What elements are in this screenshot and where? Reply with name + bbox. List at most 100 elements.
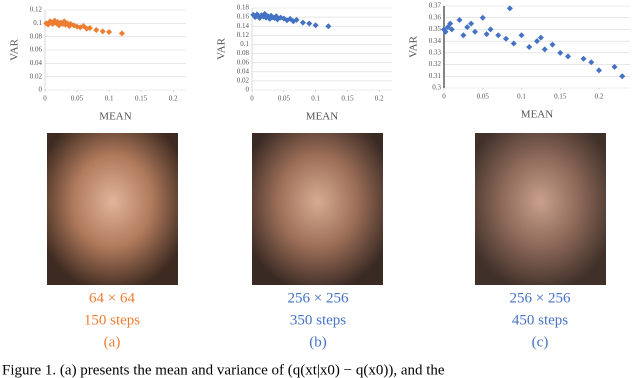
x-tick-label: 0.1 <box>311 95 320 103</box>
panel-label: (a) <box>104 334 121 350</box>
figure-caption: Figure 1. (a) presents the mean and vari… <box>2 362 445 378</box>
y-tick-label: 0.12 <box>30 6 43 14</box>
x-tick-label: 0.2 <box>169 95 178 103</box>
point <box>495 32 502 39</box>
point <box>487 26 494 33</box>
point <box>456 17 463 24</box>
point <box>510 40 517 47</box>
x-tick-label: 0 <box>43 95 47 103</box>
x-axis-label: MEAN <box>99 111 131 123</box>
panel-steps: 350 steps <box>290 312 346 328</box>
point <box>93 27 100 33</box>
y-axis-label: VAR <box>216 37 228 59</box>
point <box>537 34 544 41</box>
y-tick-label: 0 <box>39 86 43 94</box>
point <box>580 55 587 62</box>
panel-steps: 450 steps <box>512 312 568 328</box>
x-axis-label: MEAN <box>306 111 338 123</box>
point <box>464 24 471 31</box>
point <box>460 32 467 39</box>
y-tick-label: 0.34 <box>429 37 442 45</box>
panel-label: (c) <box>532 334 549 350</box>
x-tick-label: 0.15 <box>554 93 567 101</box>
y-tick-label: 0.04 <box>30 59 43 67</box>
x-tick-label: 0.05 <box>477 93 490 101</box>
y-tick-label: 0.02 <box>30 72 43 80</box>
point <box>299 19 306 26</box>
point <box>534 38 540 45</box>
x-tick-label: 0.1 <box>105 95 114 103</box>
point <box>312 22 319 29</box>
y-tick-label: 0.36 <box>429 13 442 21</box>
x-tick-label: 0.15 <box>135 95 148 103</box>
x-tick-label: 0 <box>442 93 446 101</box>
y-tick-label: 0.12 <box>237 31 250 39</box>
point <box>472 28 478 35</box>
y-tick-label: 0.08 <box>237 49 250 57</box>
x-tick-label: 0.2 <box>595 93 604 101</box>
point <box>588 59 595 66</box>
y-axis-label: VAR <box>9 38 21 60</box>
point <box>306 20 313 27</box>
point <box>442 28 449 35</box>
panel-label: (b) <box>309 334 327 350</box>
y-tick-label: 0 <box>246 86 250 94</box>
point <box>106 29 113 35</box>
face-image <box>252 133 383 285</box>
panel-size: 64 × 64 <box>89 290 135 306</box>
x-axis-label: MEAN <box>521 109 553 121</box>
y-axis-label: VAR <box>408 35 420 57</box>
panel-size: 256 × 256 <box>510 290 571 306</box>
point <box>541 46 548 53</box>
panel-size: 256 × 256 <box>288 290 349 306</box>
point <box>611 63 618 70</box>
point <box>59 21 66 27</box>
y-tick-label: 0.32 <box>429 60 442 68</box>
x-tick-label: 0.15 <box>341 95 354 103</box>
point <box>565 53 571 60</box>
x-tick-label: 0 <box>250 95 254 103</box>
y-tick-label: 0.37 <box>429 2 442 10</box>
point <box>325 23 332 30</box>
point <box>86 25 93 31</box>
point <box>549 41 556 48</box>
y-tick-label: 0.14 <box>237 22 250 30</box>
face-image <box>47 133 178 285</box>
panel-steps: 150 steps <box>84 312 140 328</box>
x-tick-label: 0.05 <box>278 95 291 103</box>
y-tick-label: 0.1 <box>240 40 249 48</box>
y-tick-label: 0.06 <box>30 46 43 54</box>
point <box>447 20 454 27</box>
y-tick-label: 0.18 <box>237 4 250 12</box>
point <box>506 5 513 12</box>
point <box>526 44 533 50</box>
point <box>293 16 300 23</box>
y-tick-label: 0.06 <box>237 58 250 66</box>
y-tick-label: 0.08 <box>30 32 43 40</box>
face-image <box>475 133 606 285</box>
y-tick-label: 0.3 <box>432 84 441 92</box>
y-tick-label: 0.33 <box>429 48 442 56</box>
point <box>99 28 106 35</box>
y-tick-label: 0.35 <box>429 25 442 33</box>
point <box>250 11 257 18</box>
point <box>596 67 602 74</box>
point <box>479 14 486 21</box>
y-tick-label: 0.16 <box>237 13 250 21</box>
point <box>118 30 125 37</box>
y-tick-label: 0.31 <box>429 72 442 80</box>
point <box>468 20 475 27</box>
x-tick-label: 0.2 <box>375 95 384 103</box>
y-tick-label: 0.04 <box>237 67 250 75</box>
y-tick-label: 0.02 <box>237 76 250 84</box>
point <box>503 35 509 42</box>
point <box>448 26 455 33</box>
point <box>619 73 626 80</box>
x-tick-label: 0.1 <box>517 93 526 101</box>
point <box>518 32 525 39</box>
x-tick-label: 0.05 <box>71 95 84 103</box>
point <box>557 49 564 56</box>
y-tick-label: 0.1 <box>33 19 42 27</box>
point <box>483 31 490 38</box>
